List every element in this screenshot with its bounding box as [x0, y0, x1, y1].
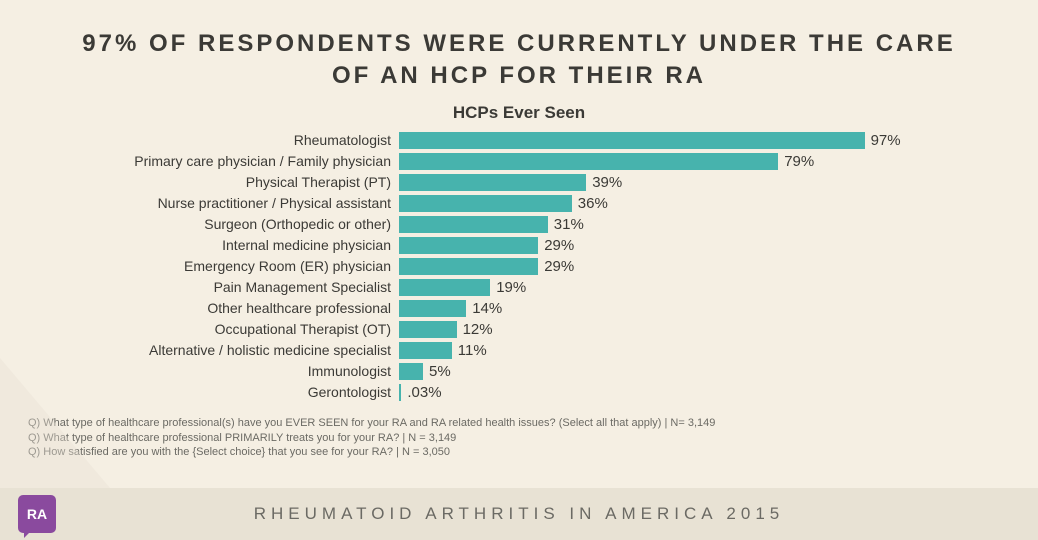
footer-title: RHEUMATOID ARTHRITIS IN AMERICA 2015	[56, 504, 1038, 524]
footnote-line: Q) How satisfied are you with the {Selec…	[28, 445, 1038, 460]
chart-bar-track: 39%	[399, 174, 879, 191]
chart-bar-track: 97%	[399, 132, 879, 149]
chart-row: Alternative / holistic medicine speciali…	[69, 341, 969, 360]
chart-bar-value: 14%	[472, 300, 502, 317]
page-title: 97% OF RESPONDENTS WERE CURRENTLY UNDER …	[0, 0, 1038, 103]
chart-bar-value: 29%	[544, 258, 574, 275]
chart-bar-track: 79%	[399, 153, 879, 170]
footnotes: Q) What type of healthcare professional(…	[28, 416, 1038, 461]
chart-row-label: Gerontologist	[69, 384, 399, 400]
chart-bar-value: 29%	[544, 237, 574, 254]
chart-bar-fill	[399, 363, 423, 380]
chart-row: Pain Management Specialist 19%	[69, 278, 969, 297]
chart-row: Surgeon (Orthopedic or other) 31%	[69, 215, 969, 234]
chart-bar-value: 97%	[871, 132, 901, 149]
chart-bar-fill	[399, 195, 572, 212]
chart-bar-value: 39%	[592, 174, 622, 191]
footnote-line: Q) What type of healthcare professional …	[28, 431, 1038, 446]
chart-row-label: Nurse practitioner / Physical assistant	[69, 195, 399, 211]
chart-bar-value: 36%	[578, 195, 608, 212]
chart-bar-value: .03%	[407, 384, 441, 401]
chart-bar-fill	[399, 132, 865, 149]
chart-bar-fill	[399, 258, 538, 275]
chart-row: Primary care physician / Family physicia…	[69, 152, 969, 171]
ra-badge-icon: RA	[18, 495, 56, 533]
badge-text: RA	[27, 506, 47, 522]
chart-row-label: Physical Therapist (PT)	[69, 174, 399, 190]
chart-subtitle: HCPs Ever Seen	[0, 103, 1038, 123]
chart-bar-track: 19%	[399, 279, 879, 296]
chart-row: Nurse practitioner / Physical assistant 3…	[69, 194, 969, 213]
chart-row: Occupational Therapist (OT) 12%	[69, 320, 969, 339]
chart-row: Emergency Room (ER) physician 29%	[69, 257, 969, 276]
chart-bar-fill	[399, 237, 538, 254]
chart-row-label: Pain Management Specialist	[69, 279, 399, 295]
chart-bar-track: 31%	[399, 216, 879, 233]
footnote-line: Q) What type of healthcare professional(…	[28, 416, 1038, 431]
chart-row: Internal medicine physician 29%	[69, 236, 969, 255]
chart-bar-value: 31%	[554, 216, 584, 233]
chart-row-label: Primary care physician / Family physicia…	[69, 153, 399, 169]
chart-bar-value: 11%	[458, 342, 487, 359]
chart-bar-fill	[399, 216, 548, 233]
chart-row-label: Internal medicine physician	[69, 237, 399, 253]
chart-bar-fill	[399, 174, 586, 191]
chart-bar-fill	[399, 300, 466, 317]
chart-row-label: Other healthcare professional	[69, 300, 399, 316]
chart-bar-track: .03%	[399, 384, 879, 401]
chart-row-label: Alternative / holistic medicine speciali…	[69, 342, 399, 358]
chart-row-label: Rheumatologist	[69, 132, 399, 148]
chart-bar-fill	[399, 153, 778, 170]
chart-bar-fill	[399, 384, 401, 401]
chart-row: Other healthcare professional 14%	[69, 299, 969, 318]
chart-bar-value: 5%	[429, 363, 451, 380]
chart-bar-track: 11%	[399, 342, 879, 359]
chart-bar-track: 12%	[399, 321, 879, 338]
chart-row-label: Immunologist	[69, 363, 399, 379]
chart-row: Rheumatologist97%	[69, 131, 969, 150]
chart-bar-track: 29%	[399, 258, 879, 275]
chart-row-label: Surgeon (Orthopedic or other)	[69, 216, 399, 232]
chart-bar-value: 12%	[463, 321, 493, 338]
chart-bar-fill	[399, 321, 457, 338]
footer: RA RHEUMATOID ARTHRITIS IN AMERICA 2015	[0, 488, 1038, 540]
chart-bar-fill	[399, 279, 490, 296]
chart-bar-track: 5%	[399, 363, 879, 380]
chart-bar-value: 19%	[496, 279, 526, 296]
chart-bar-track: 29%	[399, 237, 879, 254]
chart-row: Gerontologist .03%	[69, 383, 969, 402]
chart-bar-fill	[399, 342, 452, 359]
chart-bar-track: 36%	[399, 195, 879, 212]
chart-row-label: Occupational Therapist (OT)	[69, 321, 399, 337]
hcp-bar-chart: Rheumatologist97%Primary care physician …	[69, 131, 969, 402]
chart-row: Immunologist 5%	[69, 362, 969, 381]
chart-bar-track: 14%	[399, 300, 879, 317]
chart-row-label: Emergency Room (ER) physician	[69, 258, 399, 274]
chart-bar-value: 79%	[784, 153, 814, 170]
chart-row: Physical Therapist (PT) 39%	[69, 173, 969, 192]
